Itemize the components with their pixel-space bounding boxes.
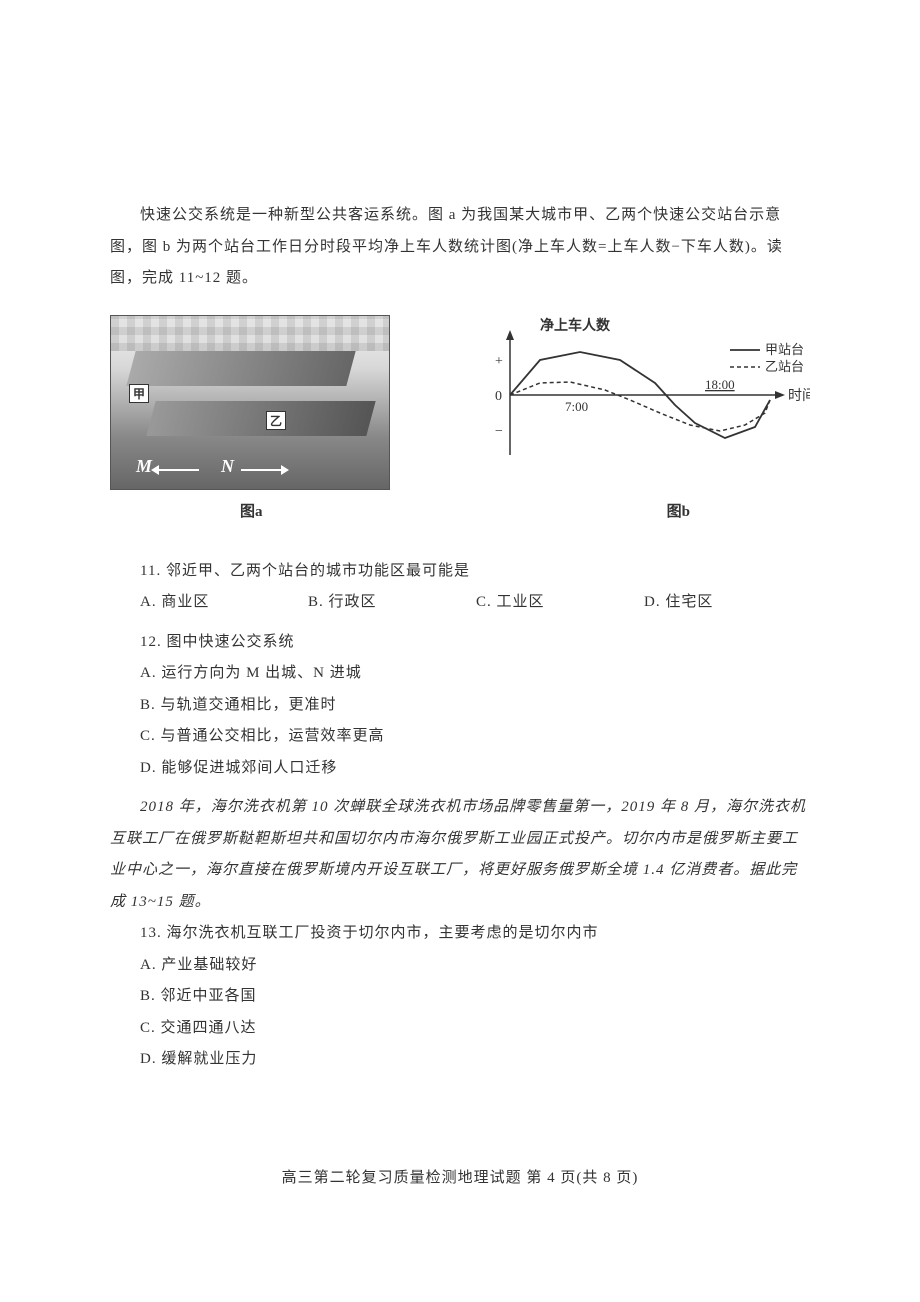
q11-opt-b: B. 行政区 — [278, 587, 446, 619]
question-11: 11. 邻近甲、乙两个站台的城市功能区最可能是 A. 商业区 B. 行政区 C.… — [110, 556, 810, 619]
question-12: 12. 图中快速公交系统 A. 运行方向为 M 出城、N 进城 B. 与轨道交通… — [110, 627, 810, 785]
figures-container: 甲 乙 M N 净上车人数时间 +0 − 7:00 18:00 甲站台乙站台 — [110, 315, 810, 490]
q11-stem: 11. 邻近甲、乙两个站台的城市功能区最可能是 — [110, 556, 810, 588]
page-footer: 高三第二轮复习质量检测地理试题 第 4 页(共 8 页) — [0, 1166, 920, 1187]
platform-lower — [146, 401, 375, 436]
svg-text:−: − — [495, 424, 503, 439]
svg-text:7:00: 7:00 — [565, 399, 588, 414]
intro-paragraph: 快速公交系统是一种新型公共客运系统。图 a 为我国某大城市甲、乙两个快速公交站台… — [110, 200, 810, 295]
svg-text:乙站台: 乙站台 — [765, 359, 804, 374]
marker-jia: 甲 — [129, 384, 149, 403]
q13-options: A. 产业基础较好 B. 邻近中亚各国 C. 交通四通八达 D. 缓解就业压力 — [110, 950, 810, 1076]
figure-b-label: 图b — [667, 500, 690, 521]
q13-opt-d: D. 缓解就业压力 — [110, 1044, 810, 1076]
svg-text:18:00: 18:00 — [705, 377, 735, 392]
question-13: 13. 海尔洗衣机互联工厂投资于切尔内市，主要考虑的是切尔内市 A. 产业基础较… — [110, 918, 810, 1076]
q12-opt-b: B. 与轨道交通相比，更准时 — [110, 690, 810, 722]
q13-opt-c: C. 交通四通八达 — [110, 1013, 810, 1045]
figure-labels-row: 图a 图b — [110, 500, 810, 521]
svg-text:+: + — [495, 354, 503, 369]
marker-m: M — [136, 456, 152, 477]
chart-svg: 净上车人数时间 +0 − 7:00 18:00 甲站台乙站台 — [480, 315, 810, 480]
svg-text:0: 0 — [495, 389, 502, 404]
arrow-n-icon — [241, 469, 281, 471]
q13-opt-b: B. 邻近中亚各国 — [110, 981, 810, 1013]
q11-opt-c: C. 工业区 — [446, 587, 614, 619]
figure-b: 净上车人数时间 +0 − 7:00 18:00 甲站台乙站台 — [480, 315, 810, 490]
marker-n: N — [221, 456, 234, 477]
q12-opt-c: C. 与普通公交相比，运营效率更高 — [110, 721, 810, 753]
figure-a: 甲 乙 M N — [110, 315, 390, 490]
q11-opt-d: D. 住宅区 — [614, 587, 782, 619]
q13-stem: 13. 海尔洗衣机互联工厂投资于切尔内市，主要考虑的是切尔内市 — [110, 918, 810, 950]
q12-opt-a: A. 运行方向为 M 出城、N 进城 — [110, 658, 810, 690]
q13-opt-a: A. 产业基础较好 — [110, 950, 810, 982]
q11-options: A. 商业区 B. 行政区 C. 工业区 D. 住宅区 — [110, 587, 810, 619]
platform-illustration: 甲 乙 M N — [110, 315, 390, 490]
q12-opt-d: D. 能够促进城郊间人口迁移 — [110, 753, 810, 785]
svg-text:时间: 时间 — [788, 388, 810, 404]
marker-yi: 乙 — [266, 411, 286, 430]
platform-upper — [126, 351, 355, 386]
ceiling-grid — [111, 316, 390, 351]
svg-text:甲站台: 甲站台 — [765, 342, 804, 357]
arrow-m-icon — [159, 469, 199, 471]
figure-a-label: 图a — [240, 500, 263, 521]
q12-options: A. 运行方向为 M 出城、N 进城 B. 与轨道交通相比，更准时 C. 与普通… — [110, 658, 810, 784]
svg-text:净上车人数: 净上车人数 — [540, 317, 611, 334]
passage-2: 2018 年，海尔洗衣机第 10 次蝉联全球洗衣机市场品牌零售量第一，2019 … — [110, 792, 810, 918]
q12-stem: 12. 图中快速公交系统 — [110, 627, 810, 659]
q11-opt-a: A. 商业区 — [110, 587, 278, 619]
